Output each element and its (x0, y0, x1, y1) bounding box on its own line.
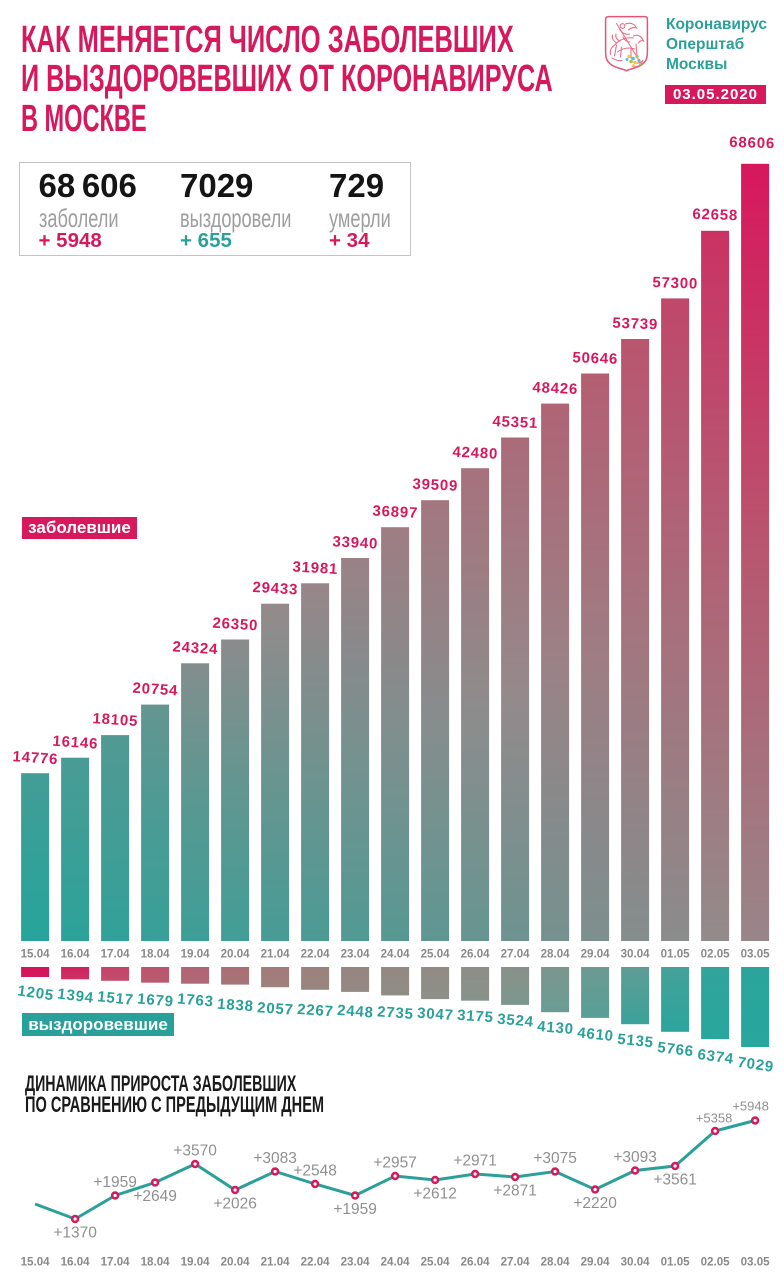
svg-text:26350: 26350 (212, 615, 259, 635)
svg-text:39509: 39509 (412, 476, 458, 495)
svg-text:17.04: 17.04 (101, 1256, 131, 1269)
svg-text:26.04: 26.04 (461, 948, 491, 961)
svg-text:28.04: 28.04 (541, 1256, 571, 1269)
svg-text:+2220: +2220 (573, 1195, 617, 1212)
svg-text:16.04: 16.04 (61, 948, 91, 961)
svg-text:25.04: 25.04 (421, 1256, 451, 1269)
svg-text:16.04: 16.04 (61, 1256, 91, 1269)
svg-text:48426: 48426 (532, 379, 578, 398)
svg-text:03.05: 03.05 (741, 948, 771, 961)
svg-text:30.04: 30.04 (621, 948, 651, 961)
svg-text:50646: 50646 (572, 349, 618, 368)
svg-text:24.04: 24.04 (381, 948, 411, 961)
svg-text:23.04: 23.04 (341, 1256, 371, 1269)
svg-text:21.04: 21.04 (261, 948, 291, 961)
svg-text:+1959: +1959 (333, 1201, 377, 1218)
svg-text:1517: 1517 (96, 988, 134, 1009)
svg-text:3175: 3175 (457, 1007, 495, 1027)
svg-text:2267: 2267 (297, 1001, 335, 1021)
svg-text:02.05: 02.05 (701, 948, 731, 961)
svg-text:03.05: 03.05 (741, 1256, 771, 1269)
svg-text:3047: 3047 (417, 1005, 455, 1025)
svg-text:27.04: 27.04 (501, 1256, 531, 1269)
svg-text:+2957: +2957 (373, 1155, 417, 1172)
svg-text:+3561: +3561 (653, 1172, 697, 1189)
svg-text:22.04: 22.04 (301, 1256, 331, 1269)
svg-text:+5358: +5358 (696, 1111, 733, 1126)
svg-text:+3093: +3093 (613, 1149, 657, 1166)
svg-text:62658: 62658 (692, 206, 738, 225)
svg-text:18.04: 18.04 (141, 948, 171, 961)
svg-text:53739: 53739 (612, 315, 658, 334)
svg-text:2057: 2057 (257, 999, 295, 1019)
svg-text:18.04: 18.04 (141, 1256, 171, 1269)
svg-text:27.04: 27.04 (501, 948, 531, 961)
svg-text:57300: 57300 (652, 274, 698, 293)
svg-text:30.04: 30.04 (621, 1256, 651, 1269)
svg-text:5135: 5135 (616, 1031, 654, 1052)
svg-text:15.04: 15.04 (21, 1256, 51, 1269)
svg-text:25.04: 25.04 (421, 948, 451, 961)
svg-text:3524: 3524 (497, 1011, 535, 1031)
svg-text:15.04: 15.04 (21, 948, 51, 961)
svg-text:45351: 45351 (492, 413, 538, 432)
svg-text:+2026: +2026 (213, 1196, 257, 1213)
svg-text:29.04: 29.04 (581, 948, 611, 961)
svg-text:4610: 4610 (576, 1024, 614, 1045)
svg-text:1205: 1205 (16, 982, 55, 1004)
svg-text:19.04: 19.04 (181, 1256, 211, 1269)
svg-text:20.04: 20.04 (221, 948, 251, 961)
svg-text:+2548: +2548 (293, 1163, 337, 1180)
svg-text:1838: 1838 (217, 996, 255, 1016)
svg-text:4130: 4130 (537, 1018, 575, 1038)
svg-text:42480: 42480 (452, 444, 498, 463)
svg-text:+5948: +5948 (732, 1099, 769, 1114)
svg-text:5766: 5766 (656, 1039, 694, 1060)
svg-text:18105: 18105 (92, 710, 139, 730)
svg-text:29.04: 29.04 (581, 1256, 611, 1269)
svg-text:36897: 36897 (372, 503, 419, 522)
svg-text:20754: 20754 (132, 680, 179, 700)
svg-text:24.04: 24.04 (381, 1256, 411, 1269)
svg-text:+2612: +2612 (413, 1186, 457, 1203)
svg-text:17.04: 17.04 (101, 948, 131, 961)
svg-text:28.04: 28.04 (541, 948, 571, 961)
svg-text:1394: 1394 (56, 985, 94, 1006)
svg-text:2735: 2735 (377, 1003, 415, 1023)
svg-text:6374: 6374 (696, 1046, 735, 1068)
svg-text:+1370: +1370 (53, 1225, 97, 1242)
svg-text:24324: 24324 (172, 638, 219, 658)
svg-text:+3570: +3570 (173, 1143, 217, 1160)
svg-text:2448: 2448 (337, 1002, 375, 1022)
svg-text:+3083: +3083 (253, 1150, 297, 1167)
svg-text:20.04: 20.04 (221, 1256, 251, 1269)
svg-text:02.05: 02.05 (701, 1256, 731, 1269)
svg-text:14776: 14776 (12, 748, 59, 768)
svg-text:7029: 7029 (736, 1054, 775, 1076)
svg-text:+3075: +3075 (533, 1150, 577, 1167)
svg-text:+2871: +2871 (493, 1183, 537, 1200)
svg-text:1763: 1763 (177, 990, 215, 1010)
svg-text:33940: 33940 (332, 533, 379, 552)
svg-text:01.05: 01.05 (661, 1256, 691, 1269)
svg-text:+1959: +1959 (93, 1174, 137, 1191)
svg-text:21.04: 21.04 (261, 1256, 291, 1269)
svg-text:19.04: 19.04 (181, 948, 211, 961)
svg-text:+2971: +2971 (453, 1153, 497, 1170)
svg-text:1679: 1679 (137, 990, 175, 1010)
svg-text:23.04: 23.04 (341, 948, 371, 961)
svg-text:01.05: 01.05 (661, 948, 691, 961)
svg-text:68606: 68606 (729, 134, 775, 152)
svg-text:29433: 29433 (252, 579, 299, 599)
svg-text:26.04: 26.04 (461, 1256, 491, 1269)
svg-text:22.04: 22.04 (301, 948, 331, 961)
svg-text:+2649: +2649 (133, 1188, 177, 1205)
svg-text:16146: 16146 (52, 733, 99, 753)
svg-text:31981: 31981 (292, 559, 339, 579)
